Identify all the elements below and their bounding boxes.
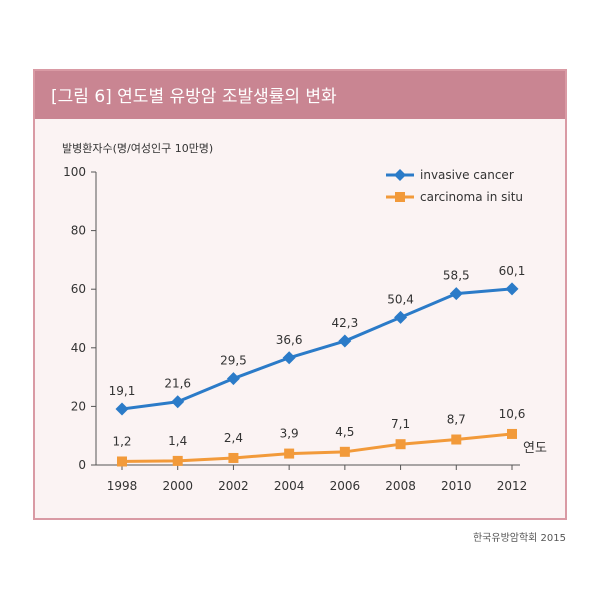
data-label: 29,5	[220, 354, 247, 368]
data-label: 42,3	[331, 316, 358, 330]
y-axis-label: 발병환자수(명/여성인구 10만명)	[62, 142, 213, 155]
legend-label: carcinoma in situ	[420, 190, 523, 204]
y-tick-label: 60	[71, 282, 86, 296]
data-label: 60,1	[499, 264, 526, 278]
source-credit: 한국유방암학회 2015	[472, 533, 566, 544]
data-point-square	[395, 439, 406, 450]
data-label: 1,2	[112, 434, 131, 448]
data-point-square	[451, 434, 462, 445]
data-point-diamond	[282, 351, 296, 365]
data-point-square	[172, 455, 183, 466]
y-tick-label: 0	[78, 458, 86, 472]
y-tick-label: 40	[71, 341, 86, 355]
figure-frame: [그림 6] 연도별 유방암 조발생률의 변화	[33, 69, 567, 520]
legend-label: invasive cancer	[420, 168, 514, 182]
y-tick-label: 100	[63, 165, 86, 179]
data-label: 21,6	[164, 377, 191, 391]
data-point-square	[228, 452, 239, 463]
data-point-square	[284, 448, 295, 459]
data-point-diamond	[394, 310, 408, 324]
data-label: 58,5	[443, 269, 470, 283]
data-point-diamond	[338, 334, 352, 348]
data-label: 3,9	[280, 427, 299, 441]
data-label: 36,6	[276, 333, 303, 347]
x-tick-label: 2004	[274, 479, 305, 493]
x-tick-label: 2012	[497, 479, 528, 493]
data-point-square	[339, 446, 350, 457]
data-point-diamond	[115, 402, 129, 416]
series-line-invasive	[121, 287, 513, 411]
title-bar: [그림 6] 연도별 유방암 조발생률의 변화	[35, 71, 565, 119]
data-label: 7,1	[391, 417, 410, 431]
data-point-diamond	[226, 372, 240, 386]
data-point-diamond	[171, 395, 185, 409]
data-label: 4,5	[335, 425, 354, 439]
x-tick-label: 2002	[218, 479, 249, 493]
data-label: 19,1	[109, 384, 136, 398]
legend-marker-square	[395, 192, 405, 202]
data-label: 1,4	[168, 434, 187, 448]
x-tick-label: 2010	[441, 479, 472, 493]
x-axis-label: 연도	[523, 441, 547, 456]
y-tick-label: 20	[71, 399, 86, 413]
series-line-in-situ	[121, 432, 513, 463]
data-point-square	[507, 428, 517, 439]
figure-title: [그림 6] 연도별 유방암 조발생률의 변화	[51, 87, 337, 107]
x-tick-label: 2000	[162, 479, 193, 493]
x-tick-label: 1998	[107, 479, 138, 493]
data-point-diamond	[449, 287, 463, 301]
x-tick-label: 2008	[385, 479, 416, 493]
x-tick-label: 2006	[330, 479, 361, 493]
data-point-square	[117, 456, 127, 467]
y-tick-label: 80	[71, 224, 86, 238]
data-label: 10,6	[499, 407, 526, 421]
data-label: 2,4	[224, 431, 243, 445]
legend-marker-diamond	[394, 169, 406, 181]
data-label: 50,4	[387, 292, 414, 306]
data-point-diamond	[505, 282, 519, 296]
data-label: 8,7	[447, 413, 466, 427]
